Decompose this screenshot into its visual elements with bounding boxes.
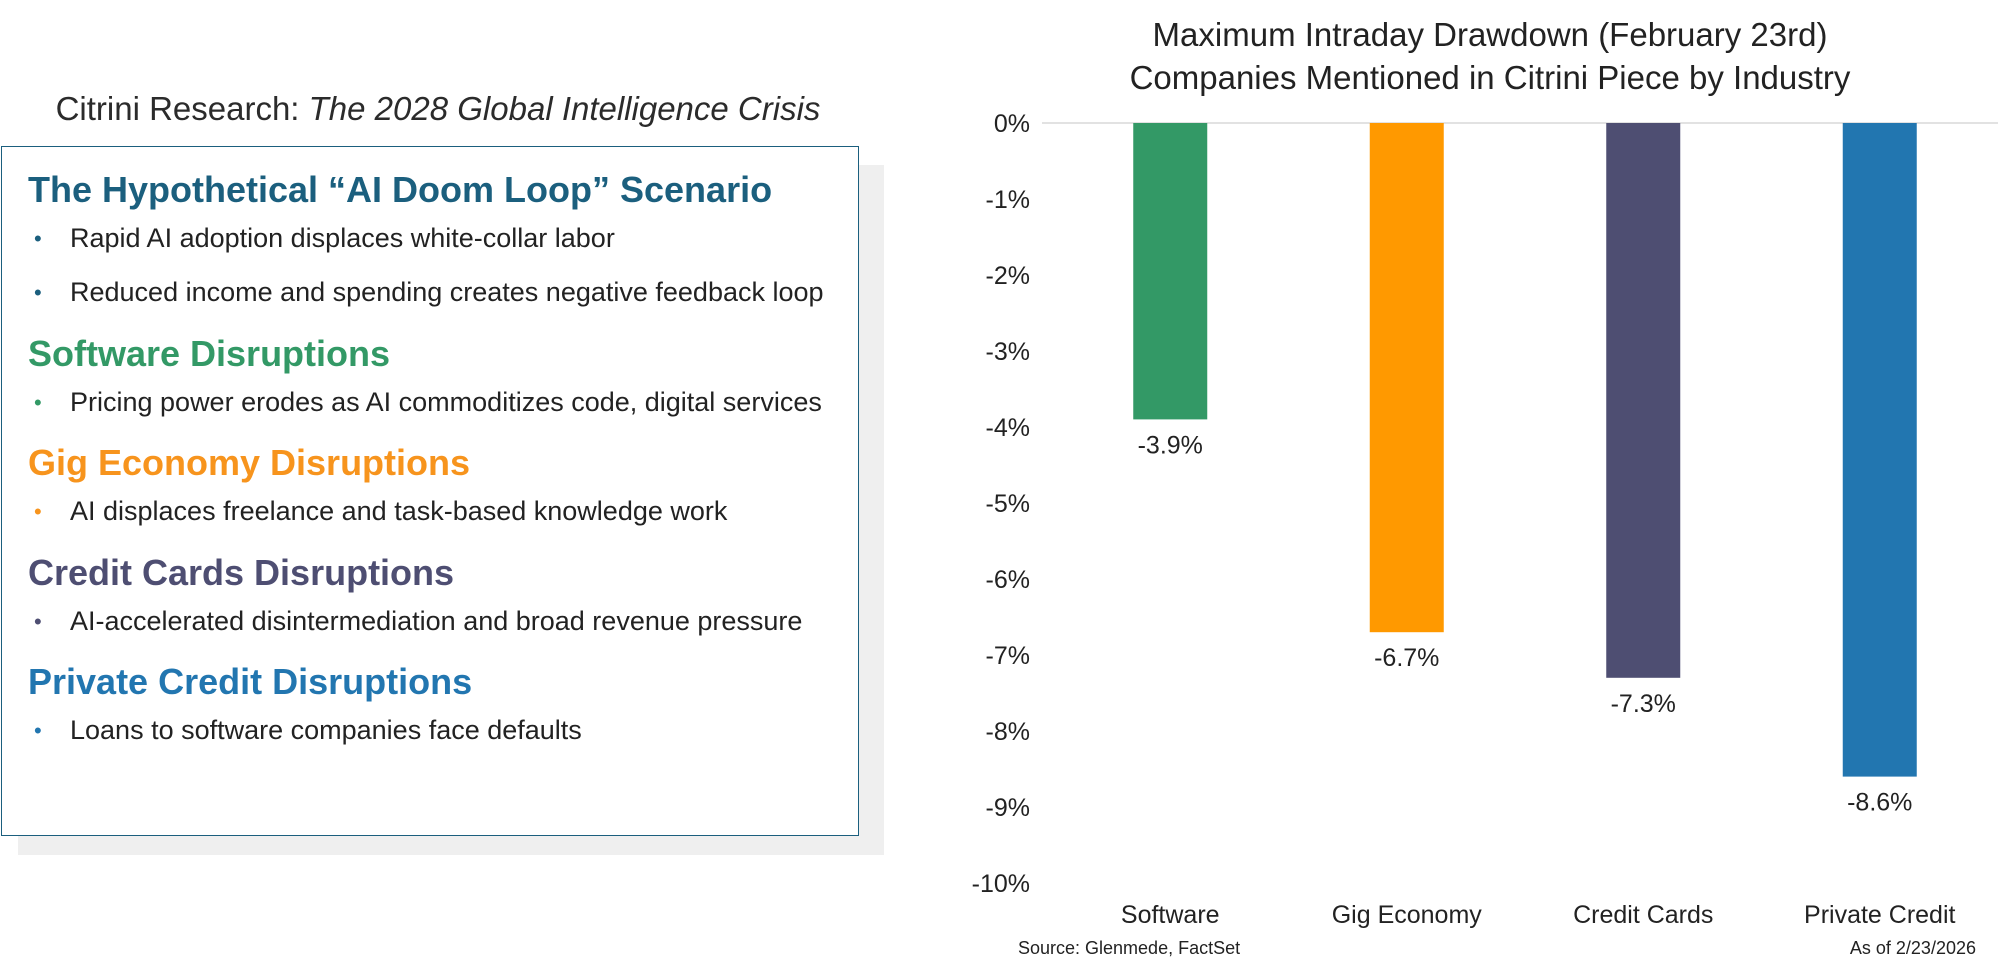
bullet-text: AI displaces freelance and task-based kn…	[70, 496, 728, 527]
y-tick-label: -5%	[986, 490, 1030, 518]
bullet-item: • Rapid AI adoption displaces white-colla…	[28, 222, 858, 254]
x-category-label: Private Credit	[1804, 901, 1955, 929]
y-tick-label: -3%	[986, 338, 1030, 366]
panel-title-italic: The 2028 Global Intelligence Crisis	[308, 90, 821, 127]
bar-data-label: -8.6%	[1847, 789, 1912, 817]
bar	[1133, 123, 1208, 420]
chart-title-line1: Maximum Intraday Drawdown (February 23rd…	[1152, 16, 1828, 53]
bullet-item: • Loans to software companies face defaul…	[28, 714, 858, 746]
section-bullets: • AI-accelerated disintermediation and br…	[28, 605, 858, 637]
bullet-item: • Pricing power erodes as AI commoditizes…	[28, 386, 858, 418]
bullet-dot: •	[34, 717, 42, 743]
y-tick-label: -4%	[986, 414, 1030, 442]
x-category-label: Credit Cards	[1573, 901, 1713, 929]
bullet-dot: •	[34, 226, 42, 251]
section-heading: Private Credit Disruptions	[28, 660, 473, 702]
bar	[1842, 123, 1917, 777]
chart-title: Maximum Intraday Drawdown (February 23rd…	[1040, 14, 1940, 100]
bullet-text: Loans to software companies face default…	[70, 714, 582, 745]
y-tick-label: -1%	[986, 186, 1030, 214]
scenario-card: The Hypothetical “AI Doom Loop” Scenario…	[1, 146, 859, 836]
y-tick-label: -7%	[986, 642, 1030, 670]
section-heading: Gig Economy Disruptions	[28, 442, 471, 484]
y-tick-label: -10%	[972, 870, 1030, 898]
chart-title-line2: Companies Mentioned in Citrini Piece by …	[1129, 58, 1851, 96]
bullet-text: Rapid AI adoption displaces white-collar…	[70, 223, 615, 253]
section-heading: Credit Cards Disruptions	[28, 551, 455, 593]
bar-data-label: -6.7%	[1374, 644, 1439, 672]
y-tick-label: -9%	[986, 794, 1030, 822]
bullet-item: • Reduced income and spending creates neg…	[28, 276, 858, 308]
y-tick-label: -6%	[986, 566, 1030, 594]
bullet-dot: •	[34, 389, 42, 415]
x-category-label: Gig Economy	[1332, 901, 1483, 929]
bullet-dot: •	[34, 499, 42, 525]
bullet-text: Reduced income and spending creates nega…	[70, 277, 824, 308]
bar	[1369, 123, 1444, 633]
section-bullets: • Loans to software companies face defaul…	[28, 714, 858, 746]
panel-title-prefix: Citrini Research:	[55, 90, 309, 127]
as-of-note: As of 2/23/2026	[1849, 938, 1976, 958]
section-bullets: • AI displaces freelance and task-based k…	[28, 495, 858, 527]
bullet-item: • AI-accelerated disintermediation and br…	[28, 605, 858, 637]
bullet-text: Pricing power erodes as AI commoditizes …	[70, 386, 822, 417]
section-heading: The Hypothetical “AI Doom Loop” Scenario	[28, 169, 773, 210]
x-category-label: Software	[1121, 901, 1220, 929]
bar	[1606, 123, 1681, 678]
source-note: Source: Glenmede, FactSet	[1018, 938, 1241, 958]
bar-data-label: -7.3%	[1611, 690, 1676, 718]
bar-data-label: -3.9%	[1138, 431, 1203, 459]
section-bullets: • Rapid AI adoption displaces white-colla…	[28, 222, 858, 309]
bullet-text: AI-accelerated disintermediation and bro…	[70, 605, 803, 636]
y-tick-label: 0%	[994, 110, 1030, 138]
panel-title: Citrini Research: The 2028 Global Intell…	[0, 90, 876, 128]
bullet-item: • AI displaces freelance and task-based k…	[28, 495, 858, 527]
bullet-dot: •	[34, 280, 42, 306]
section-heading: Software Disruptions	[28, 332, 391, 374]
y-tick-label: -8%	[986, 718, 1030, 746]
section-bullets: • Pricing power erodes as AI commoditizes…	[28, 386, 858, 418]
drawdown-bar-chart: 0% -1% -2% -3% -4% -5% -6% -7% -8% -9% -10% -3.9% So…	[972, 110, 1998, 929]
y-tick-label: -2%	[986, 262, 1030, 290]
bullet-dot: •	[34, 608, 42, 634]
